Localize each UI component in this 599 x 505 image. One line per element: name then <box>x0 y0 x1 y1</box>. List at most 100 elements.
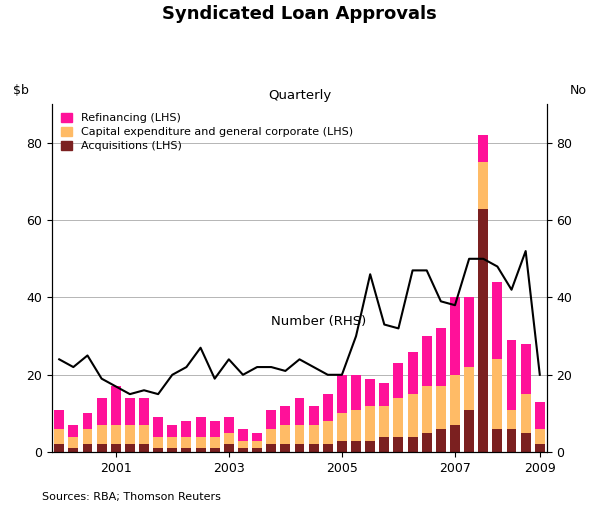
Bar <box>492 429 503 452</box>
Bar <box>68 437 78 448</box>
Bar <box>535 402 544 429</box>
Bar <box>181 421 191 437</box>
Bar <box>365 440 375 452</box>
Bar <box>68 425 78 437</box>
Bar <box>267 444 276 452</box>
Bar <box>507 429 516 452</box>
Bar <box>479 162 488 209</box>
Bar <box>252 433 262 440</box>
Bar <box>224 417 234 433</box>
Bar <box>252 440 262 448</box>
Bar <box>464 410 474 452</box>
Bar <box>153 448 163 452</box>
Bar <box>210 421 220 437</box>
Bar <box>111 444 120 452</box>
Bar <box>308 444 319 452</box>
Bar <box>379 406 389 437</box>
Bar <box>365 406 375 440</box>
Bar <box>196 448 205 452</box>
Bar <box>196 437 205 448</box>
Bar <box>308 425 319 444</box>
Bar <box>521 394 531 433</box>
Bar <box>479 209 488 452</box>
Bar <box>224 444 234 452</box>
Bar <box>422 433 432 452</box>
Bar <box>436 328 446 386</box>
Bar <box>280 425 291 444</box>
Bar <box>167 448 177 452</box>
Bar <box>55 444 64 452</box>
Bar <box>507 410 516 429</box>
Bar <box>55 429 64 444</box>
Bar <box>351 410 361 440</box>
Bar <box>464 367 474 410</box>
Bar <box>153 417 163 437</box>
Bar <box>196 417 205 437</box>
Bar <box>295 398 304 425</box>
Bar <box>83 444 92 452</box>
Bar <box>436 386 446 429</box>
Bar <box>238 440 248 448</box>
Bar <box>379 437 389 452</box>
Text: $b: $b <box>13 84 28 97</box>
Bar <box>125 398 135 425</box>
Bar <box>408 437 418 452</box>
Bar <box>365 379 375 406</box>
Bar <box>422 386 432 433</box>
Text: Number (RHS): Number (RHS) <box>271 315 367 328</box>
Bar <box>535 429 544 444</box>
Legend: Refinancing (LHS), Capital expenditure and general corporate (LHS), Acquisitions: Refinancing (LHS), Capital expenditure a… <box>58 110 356 155</box>
Bar <box>280 406 291 425</box>
Bar <box>535 444 544 452</box>
Text: Syndicated Loan Approvals: Syndicated Loan Approvals <box>162 5 437 23</box>
Bar <box>351 375 361 410</box>
Bar <box>238 429 248 440</box>
Bar <box>323 444 332 452</box>
Bar <box>450 375 460 425</box>
Bar <box>323 421 332 444</box>
Bar <box>125 444 135 452</box>
Bar <box>83 414 92 429</box>
Bar <box>167 437 177 448</box>
Bar <box>394 437 403 452</box>
Bar <box>96 444 107 452</box>
Bar <box>252 448 262 452</box>
Bar <box>323 394 332 421</box>
Bar <box>408 394 418 437</box>
Bar <box>337 375 347 414</box>
Bar <box>479 135 488 162</box>
Bar <box>337 440 347 452</box>
Bar <box>238 448 248 452</box>
Bar <box>295 425 304 444</box>
Bar <box>153 437 163 448</box>
Bar <box>394 398 403 437</box>
Bar <box>181 448 191 452</box>
Bar <box>295 444 304 452</box>
Bar <box>111 425 120 444</box>
Bar <box>210 437 220 448</box>
Bar <box>139 425 149 444</box>
Bar <box>308 406 319 425</box>
Bar <box>139 444 149 452</box>
Bar <box>337 414 347 440</box>
Bar <box>68 448 78 452</box>
Bar <box>379 382 389 406</box>
Bar <box>507 340 516 410</box>
Bar <box>492 282 503 360</box>
Bar <box>83 429 92 444</box>
Bar <box>351 440 361 452</box>
Bar <box>450 425 460 452</box>
Bar <box>111 386 120 425</box>
Text: Sources: RBA; Thomson Reuters: Sources: RBA; Thomson Reuters <box>42 492 221 502</box>
Bar <box>464 297 474 367</box>
Bar <box>450 297 460 375</box>
Bar <box>210 448 220 452</box>
Bar <box>267 410 276 429</box>
Bar <box>521 433 531 452</box>
Bar <box>394 363 403 398</box>
Title: Quarterly: Quarterly <box>268 88 331 102</box>
Bar <box>422 336 432 386</box>
Bar <box>181 437 191 448</box>
Bar <box>267 429 276 444</box>
Bar <box>125 425 135 444</box>
